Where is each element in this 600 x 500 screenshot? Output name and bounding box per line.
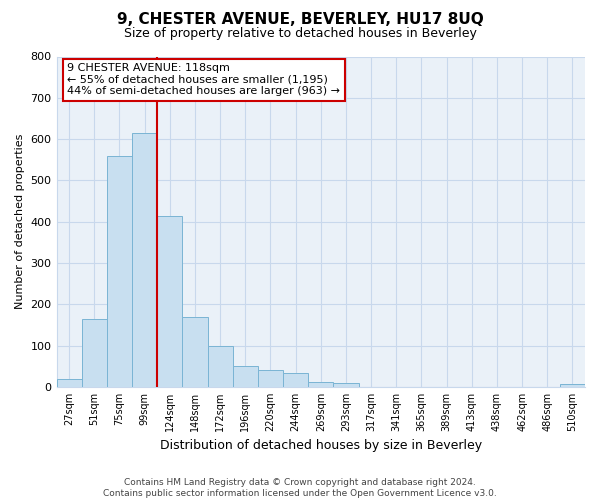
Text: Size of property relative to detached houses in Beverley: Size of property relative to detached ho… (124, 28, 476, 40)
Bar (283, 374, 308, 387)
Bar (82, 319, 107, 387)
Bar (334, 383, 359, 387)
Bar (208, 346, 233, 387)
Text: 9 CHESTER AVENUE: 118sqm
← 55% of detached houses are smaller (1,195)
44% of sem: 9 CHESTER AVENUE: 118sqm ← 55% of detach… (67, 63, 340, 96)
Bar (182, 316, 208, 387)
X-axis label: Distribution of detached houses by size in Beverley: Distribution of detached houses by size … (160, 440, 482, 452)
Y-axis label: Number of detached properties: Number of detached properties (15, 134, 25, 310)
Bar (308, 382, 334, 387)
Text: Contains HM Land Registry data © Crown copyright and database right 2024.
Contai: Contains HM Land Registry data © Crown c… (103, 478, 497, 498)
Bar (258, 370, 283, 387)
Text: 9, CHESTER AVENUE, BEVERLEY, HU17 8UQ: 9, CHESTER AVENUE, BEVERLEY, HU17 8UQ (116, 12, 484, 28)
Bar (560, 384, 585, 387)
Bar (233, 366, 258, 387)
Bar (56, 378, 82, 387)
Bar (132, 133, 157, 387)
Bar (107, 156, 132, 387)
Bar (157, 216, 182, 387)
